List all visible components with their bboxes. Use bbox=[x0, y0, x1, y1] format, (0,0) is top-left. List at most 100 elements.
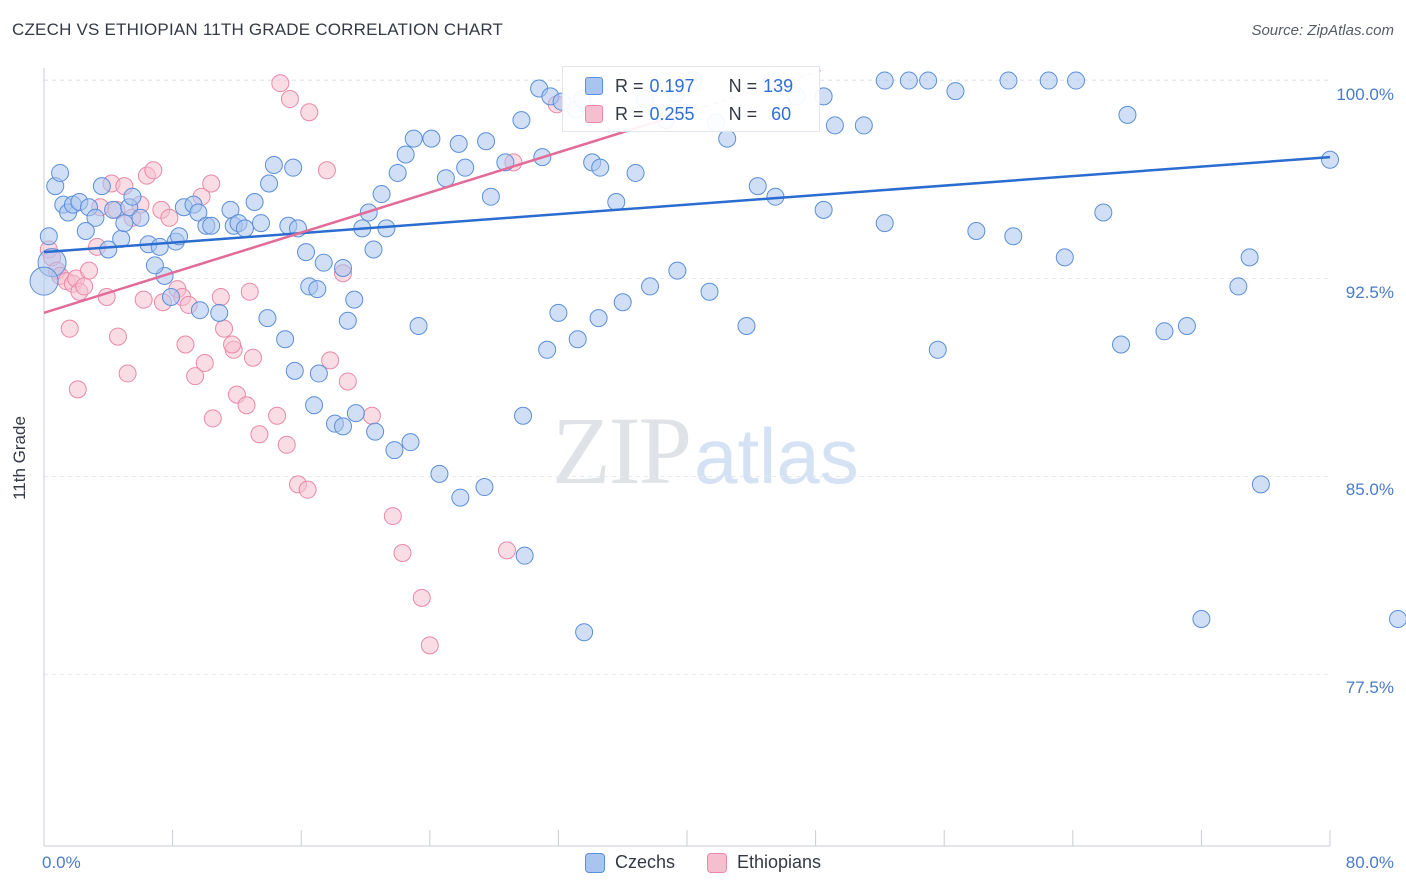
data-point bbox=[538, 340, 557, 359]
data-point bbox=[449, 134, 468, 153]
data-point bbox=[549, 303, 568, 322]
data-point bbox=[928, 340, 947, 359]
data-point bbox=[700, 282, 719, 301]
ethiopians-swatch bbox=[706, 852, 727, 873]
legend-n-value: 60 bbox=[771, 103, 792, 124]
data-point bbox=[718, 129, 737, 148]
data-point bbox=[626, 163, 645, 182]
data-point bbox=[748, 177, 767, 196]
data-point bbox=[497, 541, 516, 560]
data-point bbox=[514, 406, 533, 425]
legend-row-ethiopians: R = 0.255 N = 60 bbox=[585, 102, 791, 126]
data-point bbox=[589, 309, 608, 328]
stats-legend: R = 0.197 N = 139 R = 0.255 N = 60 bbox=[562, 66, 820, 132]
data-point bbox=[189, 203, 208, 222]
data-point bbox=[420, 636, 439, 655]
x-tick-layer bbox=[43, 830, 1331, 846]
data-point bbox=[401, 433, 420, 452]
data-point bbox=[115, 214, 134, 233]
data-point bbox=[223, 335, 242, 354]
data-point bbox=[422, 129, 441, 148]
data-point bbox=[161, 287, 180, 306]
data-point bbox=[170, 227, 189, 246]
data-point bbox=[477, 132, 496, 151]
data-point bbox=[1192, 610, 1211, 629]
legend-item-czechs[interactable]: Czechs bbox=[584, 852, 675, 873]
data-point bbox=[456, 158, 475, 177]
data-point bbox=[875, 214, 894, 233]
data-point bbox=[346, 404, 365, 423]
data-point bbox=[252, 214, 271, 233]
data-point bbox=[92, 177, 111, 196]
data-point bbox=[308, 280, 327, 299]
watermark-atlas: atlas bbox=[694, 412, 859, 500]
data-point bbox=[875, 71, 894, 90]
data-point bbox=[317, 161, 336, 180]
data-point bbox=[372, 185, 391, 204]
data-point bbox=[195, 353, 214, 372]
data-point bbox=[280, 90, 299, 109]
data-point bbox=[613, 293, 632, 312]
data-point bbox=[298, 480, 317, 499]
data-point bbox=[475, 478, 494, 497]
data-point bbox=[211, 287, 230, 306]
data-point bbox=[1389, 610, 1406, 629]
data-point bbox=[607, 192, 626, 211]
legend-r-value: 0.197 bbox=[649, 75, 695, 96]
data-point bbox=[1055, 248, 1074, 267]
data-point bbox=[268, 406, 287, 425]
data-point bbox=[412, 588, 431, 607]
data-point bbox=[1112, 335, 1131, 354]
data-point bbox=[240, 282, 259, 301]
data-point bbox=[946, 82, 965, 101]
data-point bbox=[451, 488, 470, 507]
data-point bbox=[333, 417, 352, 436]
data-point bbox=[186, 367, 205, 386]
data-point bbox=[1229, 277, 1248, 296]
y-tick-label: 100.0% bbox=[1336, 84, 1394, 104]
data-point-large bbox=[29, 266, 59, 296]
data-point bbox=[277, 435, 296, 454]
czechs-swatch bbox=[584, 852, 605, 873]
data-point bbox=[436, 169, 455, 188]
legend-r-value: 0.255 bbox=[649, 103, 695, 124]
ethiopians-trend-line bbox=[43, 111, 688, 315]
data-point bbox=[393, 544, 412, 563]
czechs-swatch bbox=[585, 77, 603, 95]
data-point bbox=[409, 317, 428, 336]
data-point bbox=[899, 71, 918, 90]
data-point bbox=[515, 546, 534, 565]
data-point bbox=[388, 163, 407, 182]
data-point bbox=[919, 71, 938, 90]
data-point bbox=[1118, 105, 1137, 124]
data-point bbox=[210, 303, 229, 322]
data-point bbox=[321, 351, 340, 370]
czechs-trend-line bbox=[43, 155, 1331, 254]
data-point bbox=[60, 319, 79, 338]
legend-item-label: Ethiopians bbox=[736, 852, 822, 872]
data-point bbox=[430, 464, 449, 483]
data-point bbox=[264, 156, 283, 175]
chart-title: CZECH VS ETHIOPIAN 11TH GRADE CORRELATIO… bbox=[12, 20, 504, 39]
data-point bbox=[243, 348, 262, 367]
data-point bbox=[385, 441, 404, 460]
legend-item-ethiopians[interactable]: Ethiopians bbox=[706, 852, 822, 873]
data-point bbox=[814, 200, 833, 219]
data-point bbox=[237, 396, 256, 415]
data-point bbox=[144, 161, 163, 180]
data-point bbox=[333, 258, 352, 277]
legend-item-label: Czechs bbox=[614, 852, 675, 872]
data-point bbox=[123, 187, 142, 206]
data-point bbox=[1177, 317, 1196, 336]
data-point bbox=[203, 409, 222, 428]
data-point bbox=[568, 330, 587, 349]
data-point bbox=[1004, 227, 1023, 246]
data-point bbox=[314, 253, 333, 272]
axis-layer bbox=[43, 68, 1330, 847]
series-legend: Czechs Ethiopians bbox=[0, 852, 1406, 873]
data-point bbox=[68, 380, 87, 399]
data-point bbox=[108, 327, 127, 346]
ethiopians-swatch bbox=[585, 105, 603, 123]
data-point bbox=[641, 277, 660, 296]
